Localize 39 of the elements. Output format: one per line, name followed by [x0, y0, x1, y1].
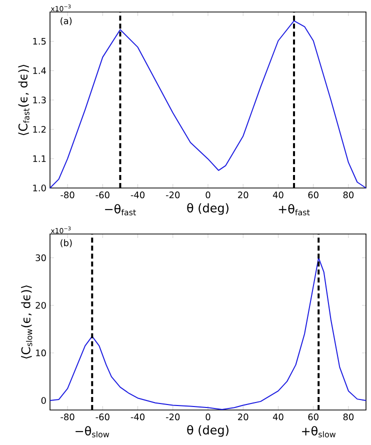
x-axis-title: θ (deg) — [187, 203, 228, 215]
annotation: (a) — [60, 17, 72, 26]
x-tick-label: 60 — [308, 192, 318, 198]
x-tick-label: -60 — [96, 192, 110, 198]
ref-line-label: +θ$_{slow}$ — [302, 426, 336, 438]
x-tick-label: 80 — [343, 192, 354, 198]
annotation: (b) — [60, 239, 72, 248]
x-tick-label: -40 — [130, 414, 145, 420]
x-tick-label: 0 — [206, 192, 210, 198]
x-axis-title: θ (deg) — [187, 425, 228, 437]
y-axis-title: ⟨C$_{fast}$(ϵ, dϵ)⟩ — [18, 64, 30, 136]
x-tick-label: -20 — [166, 414, 180, 420]
y-tick-label: 1.4 — [33, 67, 46, 74]
x-tick-label: -80 — [60, 414, 74, 420]
ref-line-label: +θ$_{fast}$ — [278, 204, 310, 216]
y-tick-label: 1.2 — [33, 126, 46, 133]
y-tick-label: 1.1 — [33, 155, 46, 162]
y-tick-label: 1.5 — [33, 38, 46, 45]
y-axis-title: ⟨C$_{slow}$(ϵ, dϵ)⟩ — [21, 286, 32, 359]
x-tick-label: 40 — [272, 414, 284, 420]
ref-line-label: −θ$_{fast}$ — [105, 204, 136, 216]
x-tick-label: 40 — [272, 192, 284, 198]
x-tick-label: 0 — [206, 414, 210, 420]
x-tick-label: -60 — [96, 414, 110, 420]
x-tick-label: 60 — [308, 414, 318, 420]
x-tick-label: -80 — [60, 192, 74, 198]
x-tick-label: -40 — [130, 192, 145, 198]
x-tick-label: 20 — [238, 192, 248, 198]
y-tick-label: 20 — [36, 302, 46, 309]
x-tick-label: 20 — [238, 414, 248, 420]
x-tick-label: -20 — [166, 192, 180, 198]
y-tick-label: 30 — [36, 254, 46, 262]
y-tick-label: 0 — [41, 397, 46, 404]
y-tick-label: 1.0 — [33, 184, 46, 192]
ref-line-label: −θ$_{slow}$ — [76, 426, 110, 438]
line-series — [50, 257, 366, 410]
y-tick-label: 10 — [36, 350, 46, 356]
x-tick-label: 80 — [343, 414, 354, 420]
y-tick-label: 1.3 — [33, 96, 46, 104]
